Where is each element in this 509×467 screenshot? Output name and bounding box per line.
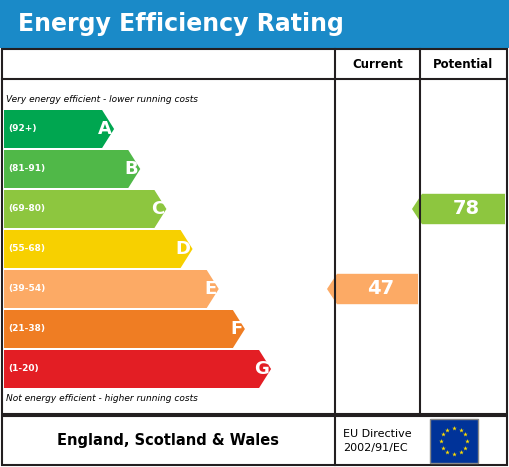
Text: Potential: Potential [433, 57, 494, 71]
Text: (81-91): (81-91) [8, 164, 45, 174]
Polygon shape [4, 150, 140, 188]
Text: (69-80): (69-80) [8, 205, 45, 213]
Text: G: G [254, 360, 269, 378]
Polygon shape [4, 110, 114, 148]
Bar [0, 0, 509, 48]
Text: (1-20): (1-20) [8, 365, 39, 374]
Bar [2, 49, 507, 414]
Text: Very energy efficient - lower running costs: Very energy efficient - lower running co… [6, 95, 198, 104]
Polygon shape [327, 274, 418, 304]
Text: E: E [205, 280, 217, 298]
Text: EU Directive
2002/91/EC: EU Directive 2002/91/EC [343, 429, 412, 453]
Text: A: A [98, 120, 112, 138]
Bar [2, 416, 507, 465]
Text: (21-38): (21-38) [8, 325, 45, 333]
Polygon shape [4, 270, 219, 308]
Polygon shape [4, 230, 192, 268]
Polygon shape [4, 190, 166, 228]
Text: C: C [151, 200, 164, 218]
Text: Energy Efficiency Rating: Energy Efficiency Rating [18, 12, 344, 36]
Text: F: F [231, 320, 243, 338]
Text: 47: 47 [367, 280, 394, 298]
Text: Current: Current [352, 57, 403, 71]
Polygon shape [4, 350, 271, 388]
Bar [430, 419, 478, 463]
Text: (39-54): (39-54) [8, 284, 45, 293]
Text: England, Scotland & Wales: England, Scotland & Wales [58, 433, 279, 448]
Polygon shape [4, 310, 245, 348]
Text: D: D [176, 240, 190, 258]
Text: 78: 78 [453, 199, 480, 219]
Text: Not energy efficient - higher running costs: Not energy efficient - higher running co… [6, 394, 198, 403]
Text: (92+): (92+) [8, 125, 37, 134]
Text: (55-68): (55-68) [8, 245, 45, 254]
Text: B: B [125, 160, 138, 178]
Polygon shape [412, 194, 505, 224]
